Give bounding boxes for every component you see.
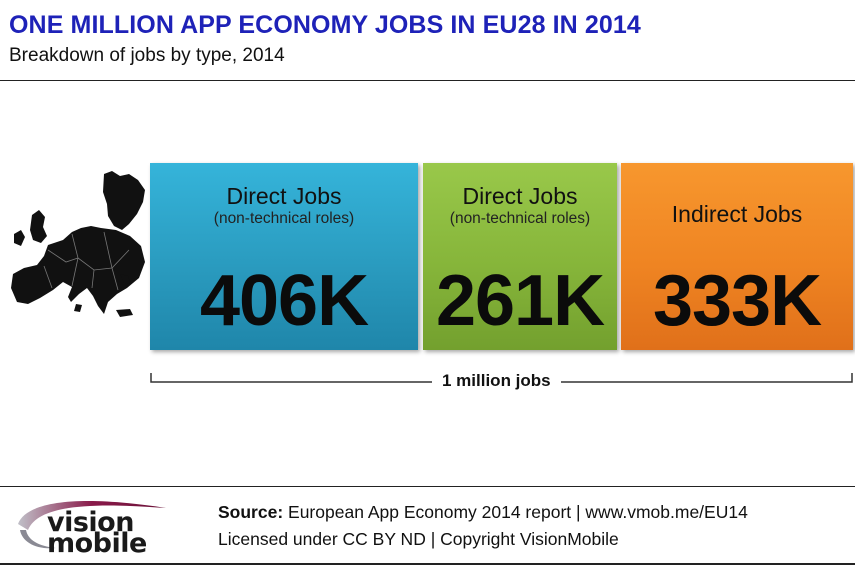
card-direct-jobs-2: Direct Jobs (non-technical roles) 261K bbox=[423, 163, 617, 350]
bottom-divider bbox=[0, 563, 855, 565]
footer-source-text: European App Economy 2014 report | www.v… bbox=[288, 502, 748, 522]
chart-title: ONE MILLION APP ECONOMY JOBS IN EU28 IN … bbox=[9, 11, 641, 39]
europe-map-icon bbox=[11, 171, 145, 317]
card-direct-jobs-2-value: 261K bbox=[435, 261, 605, 341]
footer-license: Licensed under CC BY ND | Copyright Visi… bbox=[218, 529, 619, 549]
card-direct-jobs-label: Direct Jobs bbox=[226, 183, 342, 209]
chart-subtitle: Breakdown of jobs by type, 2014 bbox=[9, 45, 285, 66]
card-indirect-jobs-value: 333K bbox=[652, 261, 822, 341]
footer-source-label: Source: bbox=[218, 502, 284, 522]
card-direct-jobs-sublabel: (non-technical roles) bbox=[213, 210, 355, 227]
total-label: 1 million jobs bbox=[432, 371, 561, 391]
card-direct-jobs-2-label: Direct Jobs bbox=[462, 183, 578, 209]
top-divider bbox=[0, 80, 855, 81]
logo-word-mobile: mobile bbox=[47, 528, 147, 559]
logo-word-vision: vision bbox=[47, 507, 134, 538]
card-indirect-jobs-label: Indirect Jobs bbox=[671, 201, 803, 227]
card-direct-jobs-value: 406K bbox=[199, 261, 369, 341]
card-indirect-jobs: Indirect Jobs 333K bbox=[621, 163, 853, 350]
footer-source: Source: European App Economy 2014 report… bbox=[218, 502, 748, 523]
card-direct-jobs: Direct Jobs (non-technical roles) 406K bbox=[150, 163, 418, 350]
visionmobile-logo-icon bbox=[18, 501, 166, 549]
footer-divider bbox=[0, 486, 855, 487]
card-direct-jobs-2-sublabel: (non-technical roles) bbox=[449, 210, 591, 227]
